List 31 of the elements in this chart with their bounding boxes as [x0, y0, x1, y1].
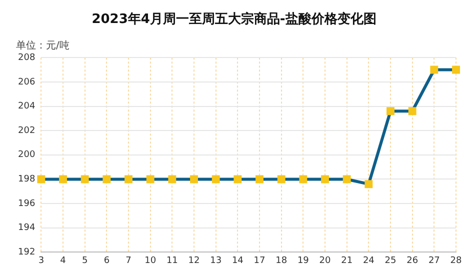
x-tick-label: 24 — [362, 256, 375, 266]
y-tick-label: 198 — [18, 174, 36, 185]
x-tick-label: 21 — [341, 256, 353, 266]
x-tick-label: 4 — [60, 256, 66, 266]
x-tick-label: 17 — [254, 256, 266, 266]
x-tick-label: 5 — [82, 256, 88, 266]
x-tick-label: 11 — [166, 256, 178, 266]
x-tick-label: 25 — [384, 256, 396, 266]
x-tick-label: 7 — [126, 256, 132, 266]
x-tick-label: 19 — [297, 256, 310, 266]
x-tick-label: 12 — [188, 256, 200, 266]
y-tick-label: 196 — [18, 198, 36, 209]
y-tick-label: 202 — [18, 126, 36, 136]
x-tick-label: 26 — [406, 256, 418, 266]
x-tick-label: 20 — [319, 256, 332, 266]
y-tick-label: 204 — [18, 102, 36, 112]
x-tick-label: 3 — [38, 256, 44, 266]
x-tick-label: 10 — [144, 256, 156, 266]
x-tick-label: 14 — [232, 256, 244, 266]
y-axis-title: 单位：元/吨 — [16, 40, 70, 52]
y-tick-label: 194 — [18, 223, 36, 234]
x-tick-label: 13 — [210, 256, 222, 266]
x-tick-label: 18 — [276, 256, 288, 266]
x-tick-label: 6 — [104, 256, 110, 266]
x-tick-label: 27 — [428, 256, 440, 266]
chart-title: 2023年4月周一至周五大宗商品-盐酸价格变化图 — [92, 11, 376, 28]
y-tick-label: 200 — [18, 150, 36, 160]
y-tick-label: 206 — [18, 77, 36, 88]
y-tick-label: 208 — [18, 52, 36, 63]
x-tick-label: 28 — [450, 256, 462, 266]
y-tick-label: 192 — [18, 248, 36, 258]
